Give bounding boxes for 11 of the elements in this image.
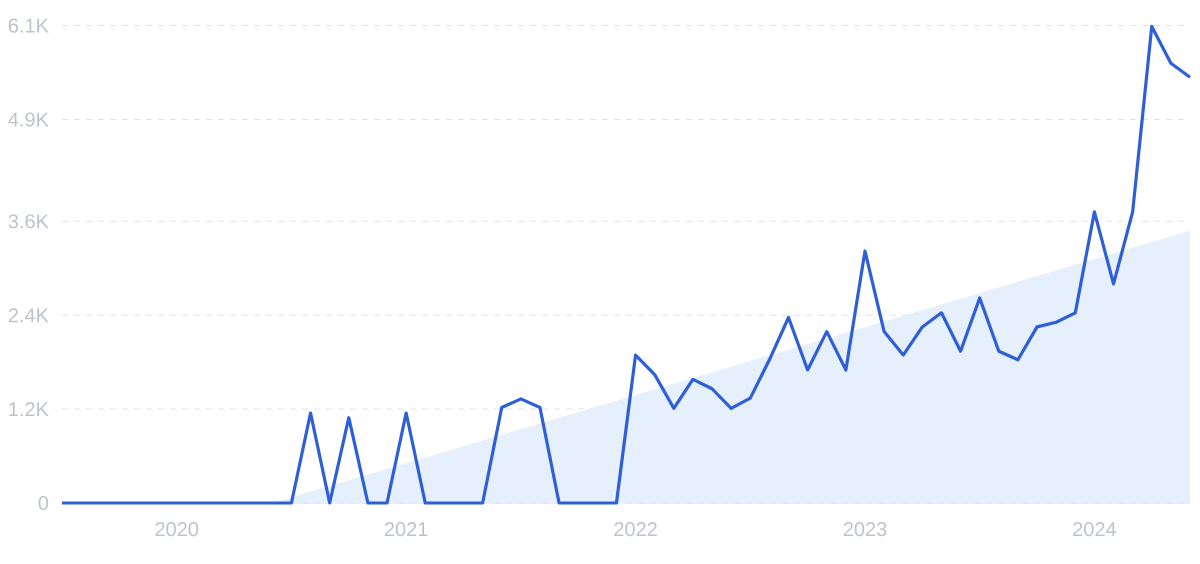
x-tick-label: 2020	[155, 522, 199, 537]
y-tick-label: 0	[38, 495, 49, 511]
y-tick-label: 6.1K	[8, 18, 49, 33]
x-tick-label: 2021	[384, 522, 428, 537]
y-tick-label: 3.6K	[8, 214, 49, 229]
x-tick-label: 2023	[843, 522, 887, 537]
y-tick-label: 1.2K	[9, 402, 49, 417]
x-tick-label: 2022	[614, 522, 657, 537]
y-tick-label: 2.4K	[8, 308, 49, 323]
y-tick-label: 4.9K	[8, 112, 49, 127]
x-tick-label: 2024	[1073, 522, 1117, 537]
